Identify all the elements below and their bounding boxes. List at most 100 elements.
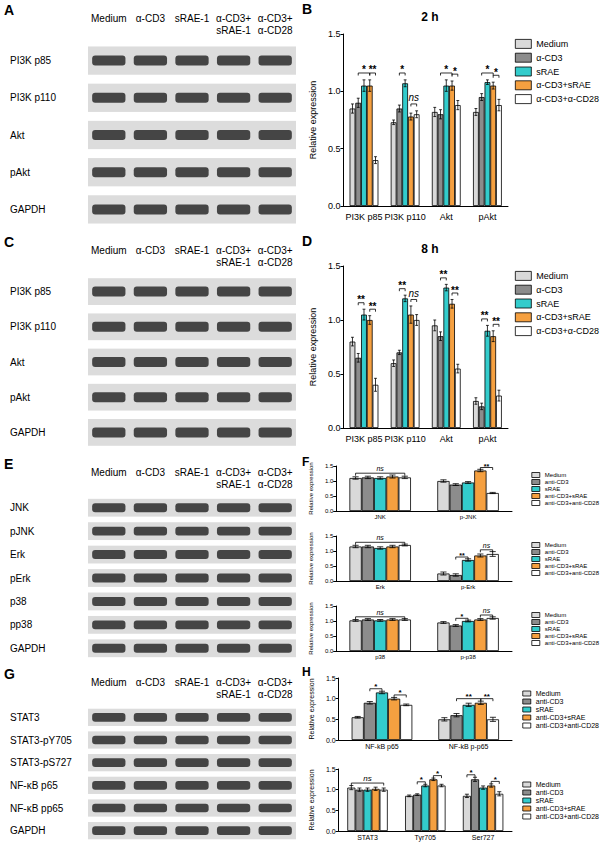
svg-text:Relative expression: Relative expression bbox=[308, 308, 318, 387]
svg-text:PI3K p85: PI3K p85 bbox=[10, 55, 52, 66]
svg-text:α-CD3+α-CD28: α-CD3+α-CD28 bbox=[536, 326, 599, 336]
svg-text:1.0: 1.0 bbox=[328, 86, 341, 96]
svg-text:PI3K p110: PI3K p110 bbox=[10, 321, 56, 332]
svg-text:Medium: Medium bbox=[545, 612, 566, 618]
svg-text:sRAE: sRAE bbox=[536, 299, 559, 309]
svg-text:anti-CD3: anti-CD3 bbox=[536, 789, 564, 796]
svg-text:0.5: 0.5 bbox=[328, 144, 341, 154]
svg-text:pAkt: pAkt bbox=[478, 212, 497, 222]
svg-text:1.0: 1.0 bbox=[325, 478, 334, 484]
svg-text:JNK: JNK bbox=[375, 514, 386, 520]
svg-text:*: * bbox=[399, 688, 403, 697]
svg-text:0.0: 0.0 bbox=[326, 737, 336, 744]
svg-text:0.0: 0.0 bbox=[328, 423, 341, 433]
svg-text:α-CD3+: α-CD3+ bbox=[216, 245, 251, 256]
svg-text:**: ** bbox=[451, 285, 459, 296]
svg-text:Relative expression: Relative expression bbox=[308, 769, 316, 830]
svg-text:ns: ns bbox=[376, 609, 384, 616]
svg-text:α-CD28: α-CD28 bbox=[258, 25, 293, 36]
svg-text:anti-CD3: anti-CD3 bbox=[545, 549, 569, 555]
svg-text:STAT3: STAT3 bbox=[357, 834, 378, 841]
svg-text:1.0: 1.0 bbox=[326, 695, 336, 702]
svg-text:**: ** bbox=[440, 269, 448, 280]
svg-text:anti-CD3+sRAE: anti-CD3+sRAE bbox=[545, 563, 588, 569]
svg-text:1.5: 1.5 bbox=[325, 533, 334, 539]
svg-text:*: * bbox=[485, 64, 489, 75]
svg-text:1.5: 1.5 bbox=[326, 675, 336, 682]
svg-text:1.5: 1.5 bbox=[325, 603, 334, 609]
svg-text:sRAE: sRAE bbox=[545, 556, 560, 562]
svg-text:1.0: 1.0 bbox=[328, 315, 341, 325]
svg-text:0.0: 0.0 bbox=[325, 648, 334, 654]
svg-text:*: * bbox=[374, 682, 378, 691]
svg-text:0.5: 0.5 bbox=[325, 493, 334, 499]
svg-text:Medium: Medium bbox=[545, 472, 566, 478]
svg-text:Relative expression: Relative expression bbox=[308, 462, 314, 514]
svg-text:**: ** bbox=[492, 316, 500, 327]
svg-text:Relative expression: Relative expression bbox=[308, 678, 316, 739]
svg-text:NF-kB p65: NF-kB p65 bbox=[365, 743, 399, 751]
svg-text:PI3K p85: PI3K p85 bbox=[10, 286, 52, 297]
svg-text:*: * bbox=[436, 769, 440, 778]
svg-text:1.0: 1.0 bbox=[325, 618, 334, 624]
svg-text:α-CD3+: α-CD3+ bbox=[258, 13, 293, 24]
svg-text:α-CD3+sRAE: α-CD3+sRAE bbox=[536, 80, 590, 90]
svg-text:ns: ns bbox=[408, 288, 419, 299]
svg-text:sRAE: sRAE bbox=[536, 706, 554, 713]
svg-text:ns: ns bbox=[483, 607, 491, 614]
svg-text:0.0: 0.0 bbox=[325, 508, 334, 514]
svg-text:Akt: Akt bbox=[440, 212, 454, 222]
svg-text:A: A bbox=[4, 2, 14, 18]
svg-text:D: D bbox=[302, 233, 312, 249]
svg-text:**: ** bbox=[459, 552, 465, 559]
svg-text:α-CD3: α-CD3 bbox=[136, 245, 166, 256]
svg-text:sRAE-1: sRAE-1 bbox=[216, 689, 251, 700]
svg-text:Medium: Medium bbox=[536, 39, 568, 49]
svg-text:**: ** bbox=[484, 463, 490, 470]
svg-text:Relative expression: Relative expression bbox=[308, 602, 314, 654]
svg-text:sRAE-1: sRAE-1 bbox=[216, 257, 251, 268]
svg-text:1.0: 1.0 bbox=[325, 548, 334, 554]
svg-text:NF-kB p-p65: NF-kB p-p65 bbox=[449, 743, 489, 751]
svg-text:2 h: 2 h bbox=[421, 10, 438, 24]
svg-text:0.5: 0.5 bbox=[325, 563, 334, 569]
svg-text:p38: p38 bbox=[10, 596, 27, 607]
svg-text:sRAE: sRAE bbox=[545, 486, 560, 492]
svg-text:p-Erk: p-Erk bbox=[461, 584, 476, 590]
svg-text:α-CD28: α-CD28 bbox=[258, 689, 293, 700]
svg-text:**: ** bbox=[481, 310, 489, 321]
svg-text:pJNK: pJNK bbox=[10, 526, 35, 537]
svg-text:0.5: 0.5 bbox=[326, 807, 336, 814]
svg-text:anti-CD3+sRAE: anti-CD3+sRAE bbox=[536, 805, 586, 812]
svg-text:pAkt: pAkt bbox=[10, 167, 30, 178]
svg-text:0.5: 0.5 bbox=[328, 369, 341, 379]
svg-text:*: * bbox=[494, 67, 498, 78]
svg-text:H: H bbox=[302, 665, 311, 679]
svg-text:C: C bbox=[4, 234, 14, 250]
svg-text:STAT3: STAT3 bbox=[10, 712, 40, 723]
svg-text:Medium: Medium bbox=[91, 467, 127, 478]
svg-text:Medium: Medium bbox=[536, 690, 561, 697]
svg-text:NF-κB pp65: NF-κB pp65 bbox=[10, 803, 64, 814]
svg-text:sRAE: sRAE bbox=[536, 67, 559, 77]
svg-text:ns: ns bbox=[483, 542, 491, 549]
svg-text:α-CD3+: α-CD3+ bbox=[258, 467, 293, 478]
svg-text:sRAE-1: sRAE-1 bbox=[216, 479, 251, 490]
svg-text:*: * bbox=[400, 64, 404, 75]
svg-text:0.0: 0.0 bbox=[326, 828, 336, 835]
svg-text:sRAE-1: sRAE-1 bbox=[175, 13, 210, 24]
svg-text:anti-CD3+anti-CD28: anti-CD3+anti-CD28 bbox=[545, 640, 600, 646]
svg-text:1.5: 1.5 bbox=[325, 463, 334, 469]
svg-text:sRAE-1: sRAE-1 bbox=[175, 677, 210, 688]
svg-text:Akt: Akt bbox=[440, 434, 454, 444]
svg-text:GAPDH: GAPDH bbox=[10, 643, 46, 654]
svg-text:α-CD3: α-CD3 bbox=[136, 677, 166, 688]
svg-text:p-p38: p-p38 bbox=[460, 654, 476, 660]
svg-text:pAkt: pAkt bbox=[478, 434, 497, 444]
svg-text:α-CD3: α-CD3 bbox=[536, 285, 562, 295]
svg-text:0.0: 0.0 bbox=[325, 578, 334, 584]
svg-text:Relative expression: Relative expression bbox=[308, 532, 314, 584]
svg-text:*: * bbox=[469, 768, 473, 777]
svg-text:0.5: 0.5 bbox=[325, 633, 334, 639]
svg-text:p38: p38 bbox=[375, 654, 386, 660]
